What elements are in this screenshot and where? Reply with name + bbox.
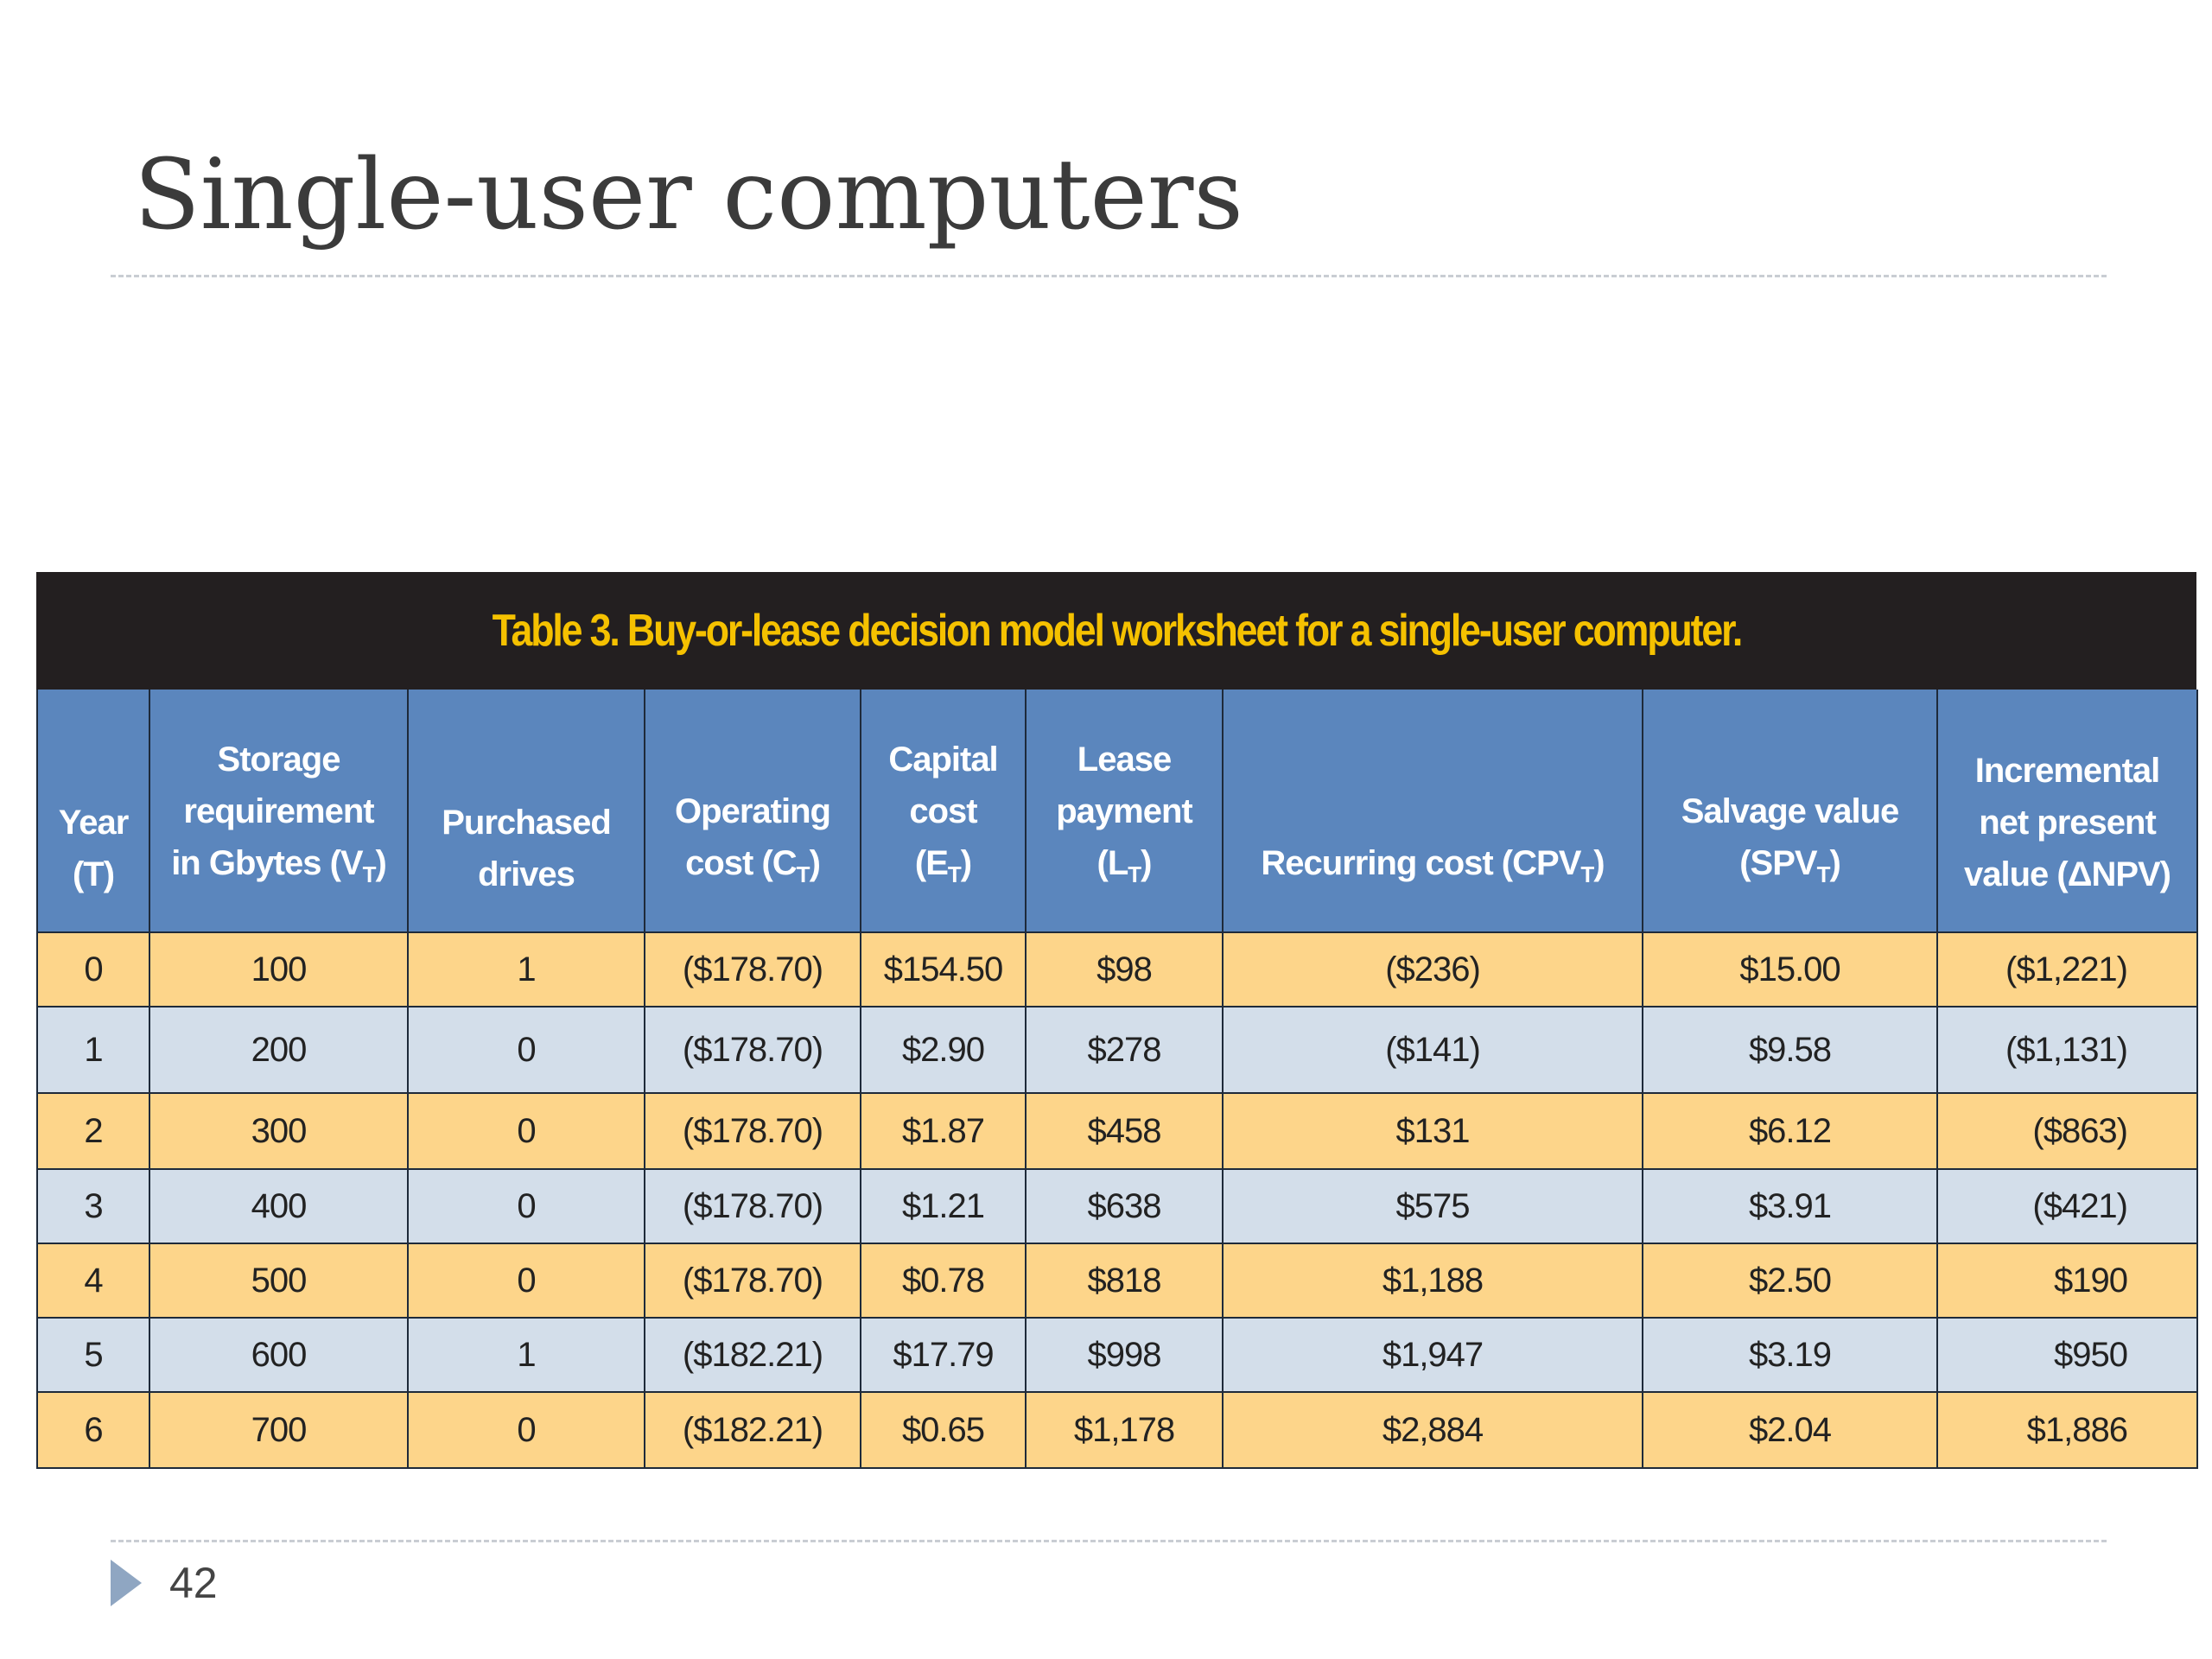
cell-purchased: 0 — [407, 1391, 645, 1469]
cell-operating: ($182.21) — [644, 1317, 861, 1393]
title-divider — [111, 275, 2107, 277]
table-caption-bar: Table 3. Buy-or-lease decision model wor… — [36, 572, 2196, 690]
header-lease-payment: Lease payment (LT) — [1025, 690, 1224, 932]
cell-salvage: $15.00 — [1642, 931, 1938, 1007]
cell-salvage: $3.91 — [1642, 1168, 1938, 1244]
cell-recurring: $131 — [1222, 1092, 1643, 1170]
header-storage: Storage requirement in Gbytes (VT) — [149, 690, 409, 932]
cell-purchased: 1 — [407, 931, 645, 1007]
table-row: 6 700 0 ($182.21) $0.65 $1,178 $2,884 $2… — [36, 1391, 2198, 1469]
table-row: 2 300 0 ($178.70) $1.87 $458 $131 $6.12 … — [36, 1092, 2198, 1170]
header-salvage-value: Salvage value (SPVT) — [1642, 690, 1938, 932]
cell-storage: 200 — [149, 1006, 409, 1094]
cell-lease: $1,178 — [1025, 1391, 1224, 1469]
cell-year: 4 — [36, 1243, 150, 1319]
cell-salvage: $3.19 — [1642, 1317, 1938, 1393]
table-row: 0 100 1 ($178.70) $154.50 $98 ($236) $15… — [36, 931, 2198, 1007]
header-capital-cost: Capital cost (ET) — [860, 690, 1027, 932]
cell-year: 3 — [36, 1168, 150, 1244]
cell-recurring: $2,884 — [1222, 1391, 1643, 1469]
cell-recurring: $575 — [1222, 1168, 1643, 1244]
cell-capital: $0.65 — [860, 1391, 1027, 1469]
cell-operating: ($178.70) — [644, 1092, 861, 1170]
cell-recurring: $1,188 — [1222, 1243, 1643, 1319]
cell-salvage: $6.12 — [1642, 1092, 1938, 1170]
cell-storage: 600 — [149, 1317, 409, 1393]
cell-recurring: ($141) — [1222, 1006, 1643, 1094]
cell-year: 1 — [36, 1006, 150, 1094]
cell-salvage: $2.04 — [1642, 1391, 1938, 1469]
cell-salvage: $9.58 — [1642, 1006, 1938, 1094]
cell-storage: 100 — [149, 931, 409, 1007]
header-recurring-cost: Recurring cost (CPVT) — [1222, 690, 1643, 932]
cell-operating: ($178.70) — [644, 1243, 861, 1319]
cell-npv: ($1,221) — [1936, 931, 2198, 1007]
header-operating-cost: Operating cost (CT) — [644, 690, 861, 932]
cell-purchased: 0 — [407, 1006, 645, 1094]
data-table: Year (T) Storage requirement in Gbytes (… — [36, 690, 2198, 1469]
cell-capital: $0.78 — [860, 1243, 1027, 1319]
cell-storage: 400 — [149, 1168, 409, 1244]
cell-capital: $17.79 — [860, 1317, 1027, 1393]
cell-capital: $1.87 — [860, 1092, 1027, 1170]
header-incremental-npv: Incremental net present value (ΔNPV) — [1936, 690, 2198, 932]
play-arrow-icon — [111, 1560, 142, 1606]
cell-npv: $1,886 — [1936, 1391, 2198, 1469]
cell-purchased: 0 — [407, 1092, 645, 1170]
cell-year: 5 — [36, 1317, 150, 1393]
cell-lease: $818 — [1025, 1243, 1224, 1319]
cell-recurring: $1,947 — [1222, 1317, 1643, 1393]
cell-storage: 300 — [149, 1092, 409, 1170]
table-row: 4 500 0 ($178.70) $0.78 $818 $1,188 $2.5… — [36, 1243, 2198, 1319]
header-row: Year (T) Storage requirement in Gbytes (… — [36, 690, 2198, 932]
header-year: Year (T) — [36, 690, 150, 932]
table-row: 5 600 1 ($182.21) $17.79 $998 $1,947 $3.… — [36, 1317, 2198, 1393]
cell-lease: $638 — [1025, 1168, 1224, 1244]
footer-divider — [111, 1540, 2107, 1542]
header-purchased-drives: Purchased drives — [407, 690, 645, 932]
cell-operating: ($178.70) — [644, 1168, 861, 1244]
cell-npv: $190 — [1936, 1243, 2198, 1319]
cell-capital: $2.90 — [860, 1006, 1027, 1094]
worksheet-table: Table 3. Buy-or-lease decision model wor… — [36, 572, 2198, 1469]
cell-year: 0 — [36, 931, 150, 1007]
cell-operating: ($178.70) — [644, 931, 861, 1007]
cell-purchased: 0 — [407, 1243, 645, 1319]
cell-lease: $998 — [1025, 1317, 1224, 1393]
cell-year: 6 — [36, 1391, 150, 1469]
cell-lease: $278 — [1025, 1006, 1224, 1094]
cell-npv: ($1,131) — [1936, 1006, 2198, 1094]
cell-purchased: 1 — [407, 1317, 645, 1393]
cell-year: 2 — [36, 1092, 150, 1170]
cell-lease: $458 — [1025, 1092, 1224, 1170]
cell-operating: ($178.70) — [644, 1006, 861, 1094]
cell-npv: $950 — [1936, 1317, 2198, 1393]
cell-npv: ($863) — [1936, 1092, 2198, 1170]
cell-recurring: ($236) — [1222, 931, 1643, 1007]
cell-storage: 500 — [149, 1243, 409, 1319]
cell-capital: $1.21 — [860, 1168, 1027, 1244]
cell-capital: $154.50 — [860, 931, 1027, 1007]
page-number: 42 — [169, 1559, 218, 1607]
table-row: 3 400 0 ($178.70) $1.21 $638 $575 $3.91 … — [36, 1168, 2198, 1244]
cell-purchased: 0 — [407, 1168, 645, 1244]
cell-operating: ($182.21) — [644, 1391, 861, 1469]
table-row: 1 200 0 ($178.70) $2.90 $278 ($141) $9.5… — [36, 1006, 2198, 1094]
slide-title: Single-user computers — [134, 139, 1243, 251]
cell-salvage: $2.50 — [1642, 1243, 1938, 1319]
cell-npv: ($421) — [1936, 1168, 2198, 1244]
table-caption: Table 3. Buy-or-lease decision model wor… — [492, 606, 1743, 656]
cell-storage: 700 — [149, 1391, 409, 1469]
cell-lease: $98 — [1025, 931, 1224, 1007]
